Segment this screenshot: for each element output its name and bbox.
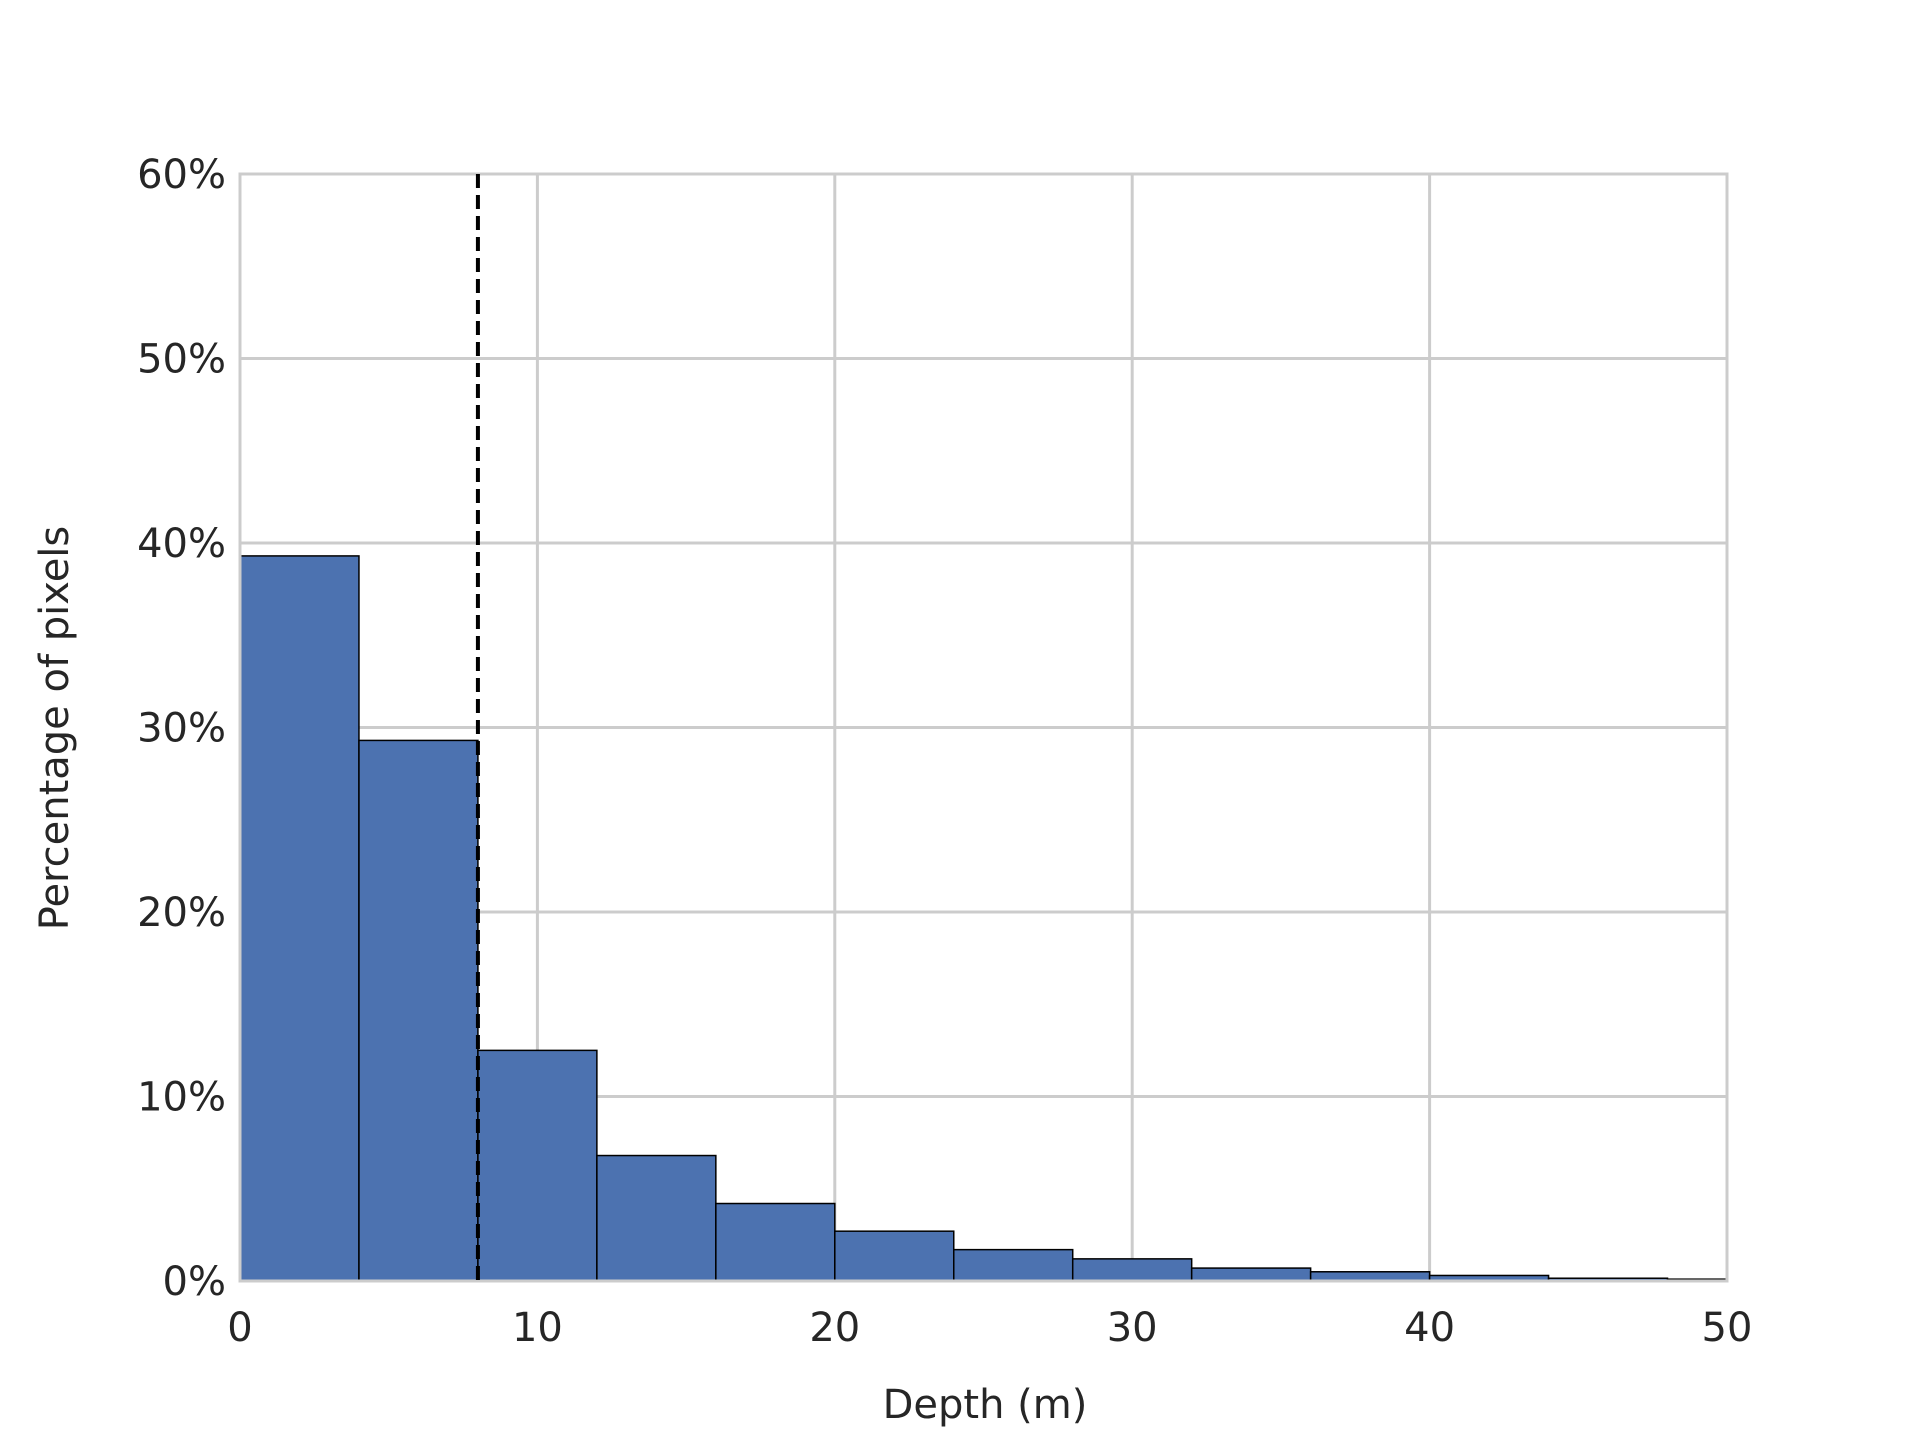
y-tick-label: 30% [137, 706, 226, 752]
y-tick-label: 60% [137, 152, 226, 198]
bar [1190, 1267, 1312, 1282]
bar [715, 1202, 836, 1282]
plot-frame [238, 172, 1729, 1283]
y-tick-label: 10% [137, 1075, 226, 1121]
y-tick-label: 0% [163, 1259, 226, 1305]
y-tick-label: 40% [137, 521, 226, 567]
x-tick-label: 0 [227, 1305, 252, 1351]
x-tick-label: 10 [512, 1305, 563, 1351]
y-tick-label: 50% [137, 337, 226, 383]
x-tick-label: 20 [809, 1305, 860, 1351]
bar [953, 1248, 1074, 1282]
bar [1071, 1258, 1193, 1282]
bar [239, 555, 360, 1282]
x-tick-label: 30 [1107, 1305, 1158, 1351]
bar [834, 1230, 955, 1282]
bar [358, 739, 479, 1282]
x-axis-label: Depth (m) [883, 1382, 1088, 1428]
bar [477, 1049, 598, 1282]
bar [596, 1154, 717, 1282]
y-axis-label: Percentage of pixels [32, 526, 78, 931]
x-tick-label: 40 [1404, 1305, 1455, 1351]
y-tick-label: 20% [137, 890, 226, 936]
x-tick-label: 50 [1702, 1305, 1753, 1351]
